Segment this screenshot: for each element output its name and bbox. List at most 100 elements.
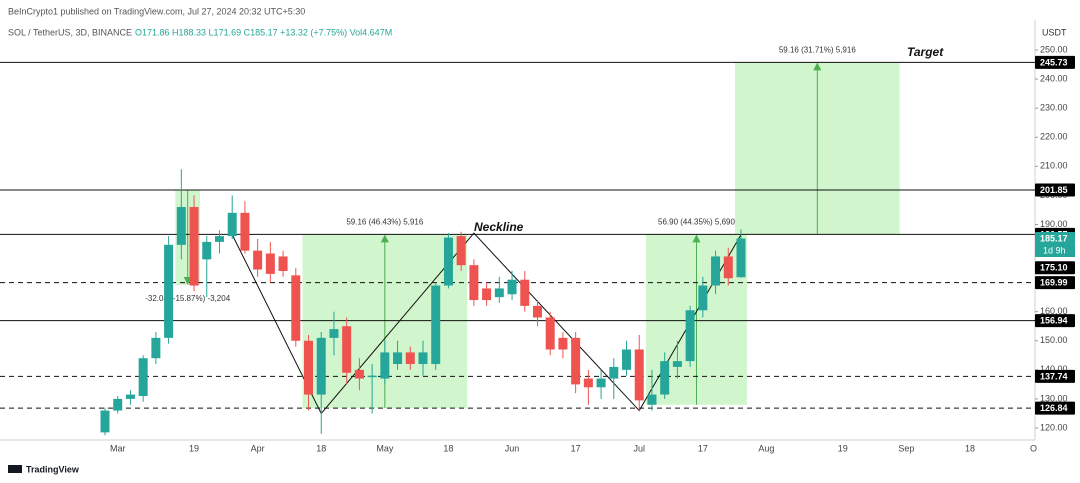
y-tick-label: 250.00 [1040, 44, 1068, 54]
candle-body [164, 244, 174, 338]
candle-body [240, 212, 250, 251]
level-tag-label: 175.10 [1040, 263, 1068, 273]
level-tag [1035, 261, 1075, 275]
candle-body [304, 340, 314, 395]
measure-label: -32.04 (-15.87%) -3,204 [145, 294, 230, 303]
ohlc: O171.86 H188.33 L171.69 C185.17 +13.32 (… [135, 27, 392, 37]
level-tag-label: 185.17 [1040, 233, 1068, 243]
countdown-bg [1035, 245, 1075, 258]
x-tick-label: 18 [443, 443, 453, 453]
measure-label: 59.16 (31.71%) 5,916 [779, 46, 856, 55]
candle-body [354, 369, 364, 379]
candle-body [380, 352, 390, 379]
x-tick-label: 19 [189, 443, 199, 453]
level-tag [1035, 369, 1075, 383]
candle-body [189, 207, 199, 286]
candle-body [672, 361, 682, 367]
level-tag-label: 245.73 [1040, 57, 1068, 67]
publisher: BeInCrypto1 published on TradingView.com… [8, 6, 305, 16]
candle-body [151, 337, 161, 359]
candle-body [469, 265, 479, 301]
x-tick-label: Sep [898, 443, 914, 453]
candle-body [265, 253, 275, 274]
candle-body [253, 250, 263, 270]
candle-body [100, 410, 110, 433]
level-tag-label: 156.94 [1040, 315, 1068, 325]
x-tick-label: Mar [110, 443, 126, 453]
y-tick-label: 190.00 [1040, 219, 1068, 229]
candle-body [723, 256, 733, 279]
level-tag [1035, 183, 1075, 197]
level-tag [1035, 232, 1075, 246]
x-tick-label: Apr [251, 443, 265, 453]
candle-body [176, 207, 186, 245]
candle-body [685, 310, 695, 362]
x-tick-label: Aug [758, 443, 774, 453]
candle-body [214, 236, 224, 242]
x-tick-label: 19 [838, 443, 848, 453]
candle-body [634, 349, 644, 401]
target-label: Target [907, 45, 944, 59]
candle-body [494, 288, 504, 298]
y-tick-label: 130.00 [1040, 393, 1068, 403]
level-tag [1035, 314, 1075, 328]
candle-body [443, 237, 453, 286]
candle-body [596, 378, 606, 388]
y-tick-label: 240.00 [1040, 73, 1068, 83]
pattern-line [231, 232, 742, 415]
measure-label: 59.16 (46.43%) 5,916 [346, 218, 423, 227]
candle-body [405, 352, 415, 365]
level-tag-label: 137.74 [1040, 371, 1068, 381]
level-tag-label: 201.85 [1040, 185, 1068, 195]
measure-label: 56.90 (44.35%) 5,690 [658, 218, 735, 227]
logo-mark [8, 465, 22, 473]
y-tick-label: 210.00 [1040, 161, 1068, 171]
level-tag-label: 169.99 [1040, 278, 1068, 288]
symbol: SOL / TetherUS, 3D, BINANCE [8, 27, 132, 37]
x-tick-label: 17 [571, 443, 581, 453]
y-tick-label: 140.00 [1040, 364, 1068, 374]
currency: USDT [1042, 27, 1067, 37]
candle-body [113, 398, 123, 411]
candle-body [456, 236, 466, 266]
candle-body [393, 352, 403, 365]
candle-body [507, 279, 517, 295]
brand: TradingView [26, 464, 80, 474]
candle-body [342, 326, 352, 373]
x-tick-label: 18 [316, 443, 326, 453]
x-tick-label: May [376, 443, 394, 453]
candle-body [367, 375, 377, 378]
candle-body [660, 361, 670, 395]
candle-body [545, 317, 555, 350]
y-tick-label: 220.00 [1040, 132, 1068, 142]
y-tick-label: 120.00 [1040, 422, 1068, 432]
candle-body [202, 241, 212, 260]
candle-body [622, 349, 632, 370]
candle-body [291, 275, 301, 341]
x-tick-label: Jul [633, 443, 645, 453]
level-tag [1035, 55, 1075, 69]
level-tag [1035, 401, 1075, 415]
x-tick-label: Jun [505, 443, 520, 453]
candle-body [698, 285, 708, 311]
y-tick-label: 150.00 [1040, 335, 1068, 345]
candle-body [431, 285, 441, 365]
logo: TradingView [8, 464, 80, 474]
x-tick-label: 18 [965, 443, 975, 453]
candle-body [329, 329, 339, 338]
candle-body [418, 352, 428, 365]
y-tick-label: 230.00 [1040, 103, 1068, 113]
candle-body [532, 305, 542, 318]
candle-body [520, 279, 530, 306]
level-tag [1035, 276, 1075, 290]
candle-body [316, 337, 326, 395]
candle-body [711, 256, 721, 286]
y-tick-label: 160.00 [1040, 306, 1068, 316]
candle-body [227, 212, 237, 237]
candle-body [125, 394, 135, 399]
x-tick-label: 17 [698, 443, 708, 453]
candle-body [609, 366, 619, 379]
candle-body [647, 394, 657, 405]
